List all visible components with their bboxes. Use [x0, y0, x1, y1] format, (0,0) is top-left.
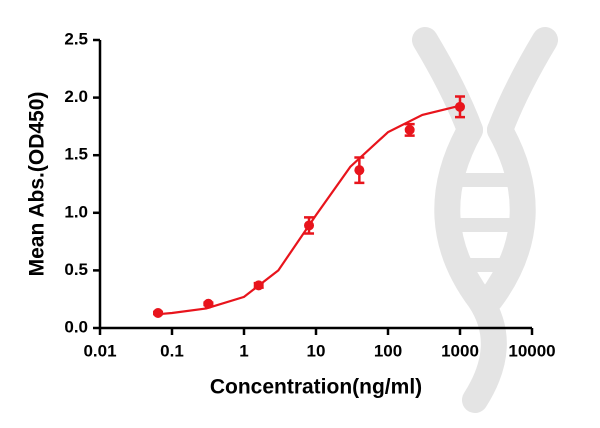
x-axis-label: Concentration(ng/ml) — [210, 376, 422, 399]
y-tick-label: 1.5 — [64, 145, 88, 164]
x-tick-label: 0.01 — [83, 341, 116, 360]
y-tick-label: 2.0 — [64, 87, 88, 106]
x-tick-label: 10 — [307, 341, 326, 360]
x-tick-label: 1 — [239, 341, 248, 360]
data-point — [153, 308, 164, 319]
y-tick-label: 1.0 — [64, 202, 88, 221]
data-point — [304, 220, 315, 231]
data-point — [253, 280, 264, 291]
x-tick-label: 1000 — [441, 341, 479, 360]
x-tick-label: 100 — [374, 341, 402, 360]
data-point — [455, 101, 465, 112]
watermark — [412, 27, 558, 413]
x-tick-label: 10000 — [508, 341, 555, 360]
y-tick-label: 2.5 — [64, 29, 88, 48]
y-axis-label: Mean Abs.(OD450) — [26, 92, 49, 277]
fit-curve — [157, 104, 461, 316]
x-tick-label: 0.1 — [160, 341, 184, 360]
data-point — [203, 298, 214, 309]
y-tick-label: 0.0 — [64, 317, 88, 336]
data-point — [354, 165, 365, 176]
y-tick-label: 0.5 — [64, 260, 88, 279]
data-point — [404, 124, 415, 135]
